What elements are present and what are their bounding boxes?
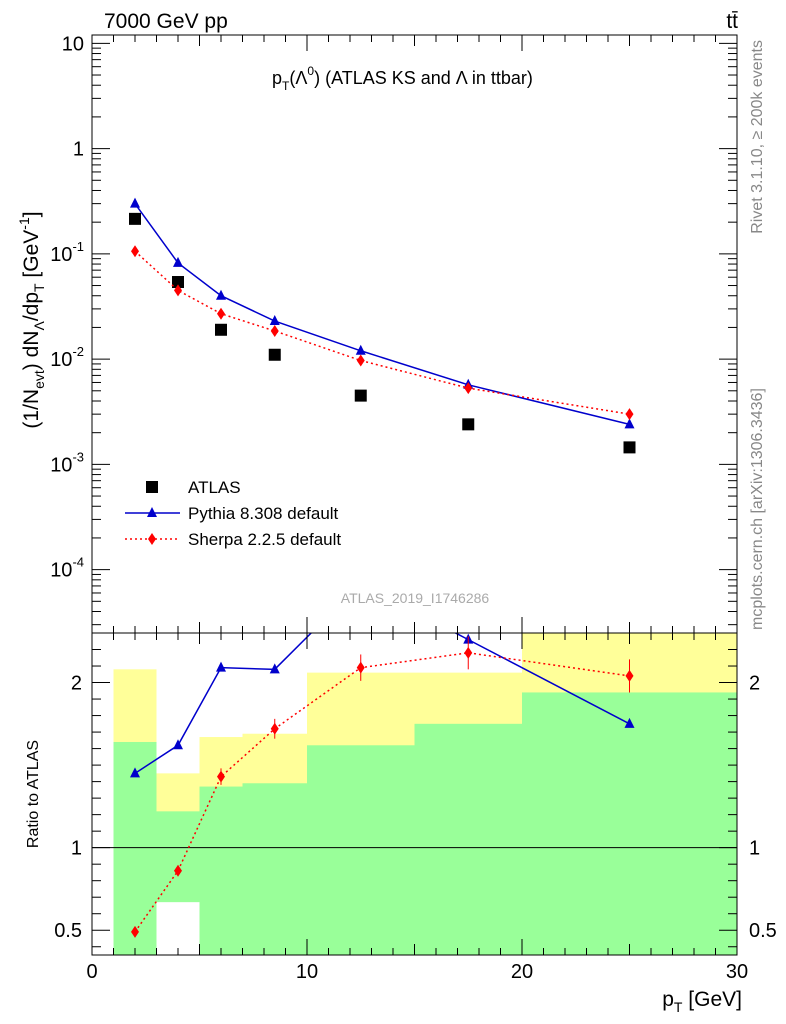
header-left: 7000 GeV pp [104,10,228,33]
triangle-marker [269,315,280,326]
ratio-marks [130,633,635,938]
triangle-marker [173,739,183,750]
green-band [414,723,522,955]
green-band [242,783,307,955]
square-marker [172,276,184,289]
series-line [134,250,630,415]
y-tick-label: 10-2 [50,344,84,371]
y-tick-label: 0.5 [54,920,82,942]
y-tick-label-right: 0.5 [749,920,777,942]
diamond-marker [356,661,365,674]
square-marker [146,481,158,493]
y-tick-base: 10 [50,244,72,266]
diamond-marker [131,245,139,258]
y-tick-base: 10 [50,454,72,476]
x-tick-label: 0 [86,961,97,983]
y-tick-exp: -1 [72,239,84,254]
diamond-marker [464,382,473,395]
white-band [156,902,200,955]
y-tick-label: 10-1 [50,239,84,266]
triangle-marker [130,767,140,778]
x-tick-label: 20 [511,961,533,983]
diamond-marker [174,864,182,877]
y-tick-label: 2 [71,673,82,695]
series-line [134,203,630,426]
y-tick-label: 10 [62,33,84,55]
diamond-marker [148,533,156,545]
legend-label: Pythia 8.308 default [188,504,339,523]
y-tick-exp: -3 [72,449,84,464]
y-tick-base: 10 [50,560,72,582]
square-marker [129,212,141,225]
ratio-ticks: 0 10 20 300.5 0.51 12 2 [54,633,777,983]
diamond-marker [464,646,473,659]
green-band [113,741,157,955]
ratio-ylabel: Ratio to ATLAS [25,740,42,848]
triangle-marker [355,344,366,355]
square-marker [623,441,636,454]
rivet-label: Rivet 3.1.10, ≥ 200k events [749,40,766,234]
ratio-series [131,636,634,938]
y-tick-label-right: 1 [749,838,760,860]
triangle-marker [624,418,635,429]
y-tick-label: 1 [71,838,82,860]
x-tick-label: 10 [296,961,318,983]
triangle-marker [624,717,635,728]
diamond-marker [174,284,182,297]
y-tick-label-right: 2 [749,673,760,695]
diamond-marker [625,408,634,421]
watermark: ATLAS_2019_I1746286 [341,590,490,606]
square-marker [215,323,227,336]
triangle-marker [147,507,157,517]
diamond-marker [270,722,279,735]
y-tick-label: 10-4 [50,555,84,582]
y-tick-exp: -2 [72,344,84,359]
x-tick-label: 30 [726,961,748,983]
legend-label: ATLAS [188,478,241,497]
square-marker [462,418,475,431]
green-band [522,692,737,955]
diamond-marker [270,324,279,337]
triangle-marker [216,661,226,672]
square-marker [354,389,367,402]
triangle-marker [216,289,226,300]
triangle-marker [269,663,280,674]
diamond-marker [625,669,634,682]
y-tick-label: 10-3 [50,449,84,476]
triangle-marker [173,256,183,267]
ratio-bands [92,633,737,955]
legend-label: Sherpa 2.2.5 default [188,530,341,549]
x-axis-label: pT [GeV] [662,988,742,1015]
main-marks [129,197,636,454]
diamond-marker [356,354,365,367]
square-marker [268,348,281,361]
mcplots-label: mcplots.cern.ch [arXiv:1306.3436] [749,388,766,630]
header-right: tt̄ [726,10,738,33]
triangle-marker [130,197,140,208]
green-band [307,745,415,955]
y-tick-base: 10 [50,349,72,371]
legend: ATLAS Pythia 8.308 default Sherpa 2.2.5 de… [125,478,341,549]
green-band [199,786,243,955]
y-tick-exp: -4 [72,555,84,570]
main-ylabel: (1/Nevt) dNΛ/dpT [GeV-1] [16,211,47,428]
diamond-marker [131,925,139,938]
diamond-marker [217,770,225,783]
ratio-panel: 0 10 20 300.5 0.51 12 2 Ratio to ATLAS pT [GeV… [25,632,777,1015]
y-tick-label: 1 [73,139,84,161]
diamond-marker [217,307,225,320]
main-title: pT(Λ0) (ATLAS KS and Λ in ttbar) [272,64,533,93]
